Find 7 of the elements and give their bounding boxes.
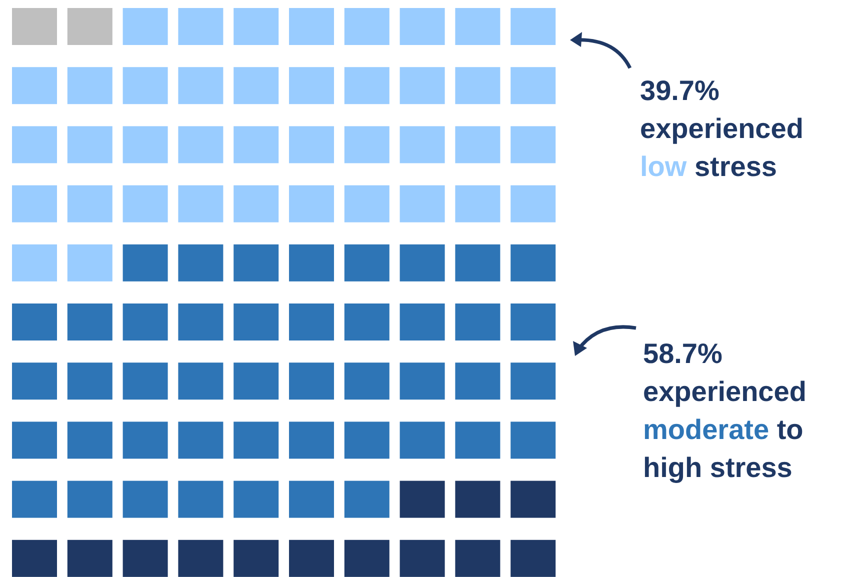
category-label: moderate [643,414,770,445]
text: experienced [640,113,804,144]
data-label: 39.7% [640,75,720,106]
text: experienced [643,376,806,407]
text: stress [694,151,777,182]
data-label: 58.7% [643,338,722,369]
category-label: low [640,151,687,182]
